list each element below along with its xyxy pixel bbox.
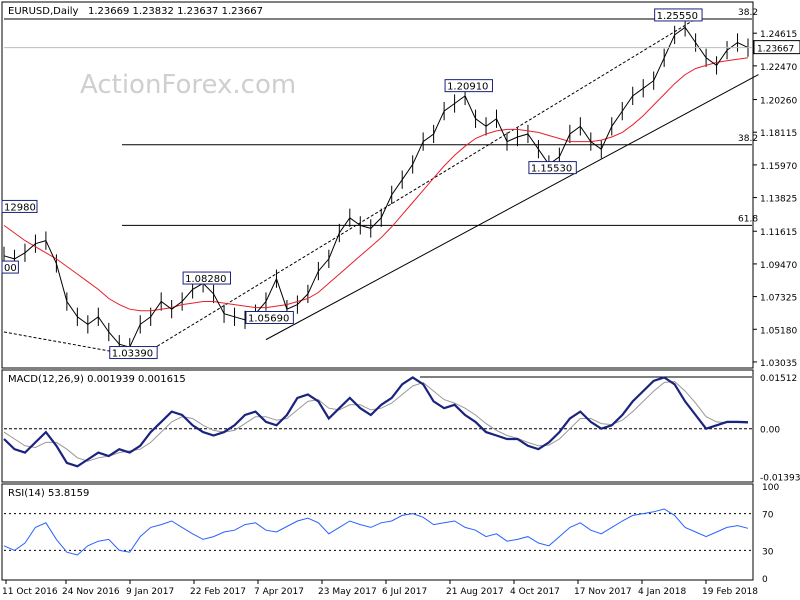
macd-tick-label: -0.013938 <box>760 473 800 483</box>
y-tick-label: 1.13825 <box>760 195 797 205</box>
x-tick-label: 19 Feb 2018 <box>702 587 758 597</box>
price-label-box <box>1 260 19 274</box>
rsi-panel-frame <box>1 483 754 581</box>
rsi-series <box>3 508 752 556</box>
x-tick-label: 4 Oct 2017 <box>510 587 560 597</box>
current-price-label: 1.23667 <box>757 45 794 55</box>
y-tick-label: 1.22470 <box>760 63 797 73</box>
x-tick-label: 7 Apr 2017 <box>254 587 304 597</box>
fib-level-lines: 38.2 38.2 61.8 <box>4 8 758 226</box>
price-label: 1.05690 <box>248 313 289 324</box>
x-tick-label: 17 Nov 2017 <box>574 587 632 597</box>
fib-label: 61.8 <box>738 214 758 224</box>
rsi-tick-label: 30 <box>762 547 774 557</box>
current-price-tag <box>753 40 800 55</box>
price-label-box <box>182 271 231 285</box>
fib-label: 38.2 <box>738 134 758 144</box>
rsi-title: RSI(14) 53.8159 <box>8 488 89 499</box>
price-annotations: 1.25550 1.20910 1.15530 1.08280 1.05690 1.033… <box>1 8 703 360</box>
price-label: 1.08280 <box>185 274 226 285</box>
x-tick-label: 24 Nov 2016 <box>62 587 120 597</box>
watermark: ActionForex.com <box>80 70 296 100</box>
x-tick-label: 6 Jul 2017 <box>382 587 427 597</box>
x-tick-label: 4 Jan 2018 <box>638 587 686 597</box>
price-label: 1.25550 <box>657 11 698 22</box>
price-label: 1.20910 <box>447 82 488 93</box>
trendline <box>265 74 759 341</box>
signal-line <box>3 380 749 462</box>
price-label: 12980 <box>4 202 36 213</box>
price-label-box <box>245 310 294 324</box>
y-tick-label: 1.05180 <box>760 326 797 336</box>
x-tick-label: 23 May 2017 <box>318 587 377 597</box>
price-axis: 1.24615 1.22470 1.20260 1.18115 1.15970 1.138… <box>4 30 800 369</box>
chart-ohlc: 1.23669 1.23832 1.23637 1.23667 <box>88 6 263 17</box>
price-label-box <box>109 346 158 360</box>
macd-tick-label: 0.01512 <box>760 374 797 384</box>
price-series <box>3 18 749 357</box>
y-tick-label: 1.03035 <box>760 359 797 369</box>
rsi-line <box>3 508 749 556</box>
chart-symbol: EURUSD,Daily <box>8 6 79 17</box>
trendline <box>139 18 696 357</box>
rsi-axis: 100 70 30 0 <box>762 483 779 585</box>
date-axis: 11 Oct 2016 24 Nov 2016 9 Jan 2017 22 Feb 2… <box>2 580 758 597</box>
rsi-tick-label: 70 <box>762 511 774 521</box>
rsi-tick-label: 0 <box>762 575 768 585</box>
x-tick-label: 21 Aug 2017 <box>446 587 504 597</box>
y-tick-label: 1.11615 <box>760 228 797 238</box>
macd-series <box>3 376 752 468</box>
y-tick-label: 1.07325 <box>760 294 797 304</box>
price-label-box <box>1 199 38 213</box>
price-label: 1.15530 <box>531 164 572 175</box>
macd-line <box>3 376 749 468</box>
price-panel-frame <box>1 1 754 369</box>
macd-title: MACD(12,26,9) 0.001939 0.001615 <box>8 374 186 385</box>
macd-panel-frame <box>1 369 754 483</box>
y-tick-label: 1.24615 <box>760 30 797 40</box>
price-label-box <box>528 161 577 175</box>
fib-label: 38.2 <box>738 8 758 18</box>
rsi-tick-label: 100 <box>762 483 779 493</box>
y-tick-label: 1.20260 <box>760 97 797 107</box>
x-tick-label: 9 Jan 2017 <box>126 587 174 597</box>
price-label-box <box>654 8 703 22</box>
y-tick-label: 1.09470 <box>760 261 797 271</box>
x-tick-label: 22 Feb 2017 <box>190 587 246 597</box>
price-label: 00 <box>4 263 17 274</box>
price-label: 1.03390 <box>112 349 153 360</box>
y-tick-label: 1.15970 <box>760 162 797 172</box>
macd-axis: 0.01512 0.00 -0.013938 <box>760 374 800 483</box>
x-tick-label: 11 Oct 2016 <box>2 587 58 597</box>
ma-line <box>3 57 749 312</box>
y-tick-label: 1.18115 <box>760 129 797 139</box>
price-label-box <box>444 79 493 93</box>
macd-tick-label: 0.00 <box>760 426 780 436</box>
